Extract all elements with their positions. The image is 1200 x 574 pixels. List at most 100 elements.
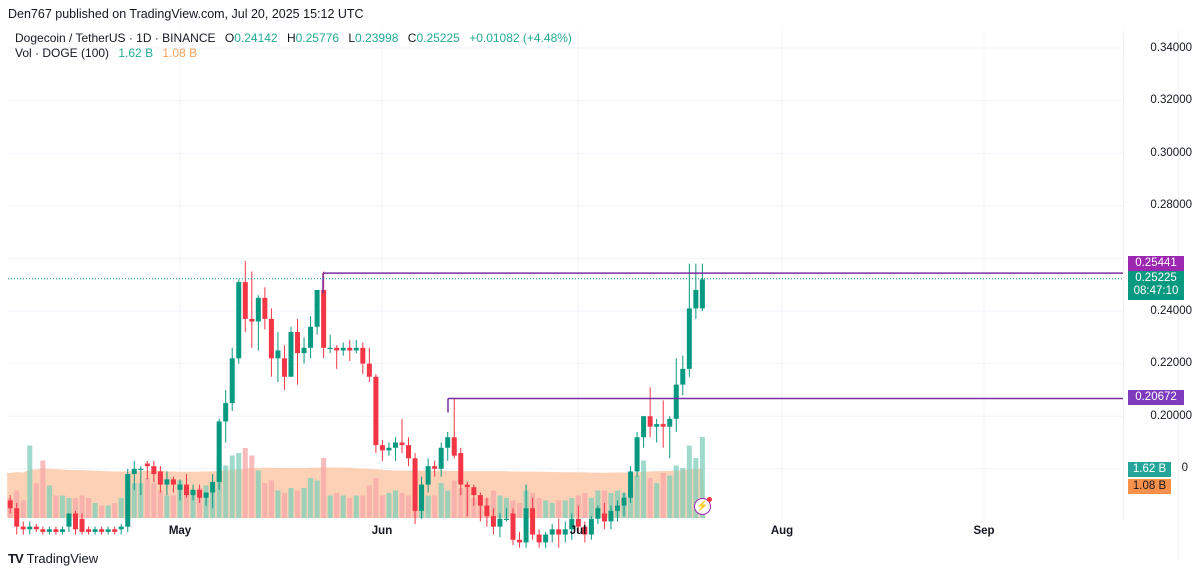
volume-bar [112, 503, 118, 518]
volume-bar [608, 493, 614, 518]
volume-bar [451, 480, 457, 518]
symbol-title[interactable]: Dogecoin / TetherUS · 1D · BINANCE [15, 31, 216, 45]
volume-bar [321, 458, 327, 518]
volume-bar [131, 483, 137, 518]
candle-body [210, 481, 216, 493]
close-label: C [407, 31, 417, 45]
candle-body [477, 495, 483, 506]
volume-value: 1.62 B [118, 46, 154, 60]
price-tick: 0.22000 [1150, 357, 1192, 369]
candle-body [379, 445, 385, 451]
volume-bar [366, 485, 372, 518]
volume-bar [569, 498, 575, 518]
candle-body [432, 466, 438, 469]
candle-body [262, 297, 268, 319]
candle-body [614, 505, 620, 511]
lightning-alert-icon[interactable]: ⚡ [694, 497, 712, 515]
volume-bar [151, 483, 157, 518]
volume-bar [295, 490, 301, 518]
candle-body [680, 368, 686, 385]
chart-legend: Dogecoin / TetherUS · 1D · BINANCE O0.24… [15, 31, 572, 61]
candle-body [647, 416, 653, 427]
open-label: O [224, 31, 235, 45]
candle-body [223, 403, 229, 422]
volume-bar [503, 498, 509, 518]
candle-body [33, 526, 39, 530]
candle-body [40, 529, 46, 532]
candle-body [569, 518, 575, 530]
candle-body [327, 347, 333, 350]
candle-body [471, 487, 477, 496]
candle-body [425, 466, 431, 485]
volume-bar [184, 488, 190, 518]
volume-bar [242, 448, 248, 518]
candle-body [249, 318, 255, 322]
time-tick-aug: Aug [770, 525, 794, 537]
volume-bar [262, 483, 268, 518]
candle-body [419, 484, 425, 511]
candle-body [334, 347, 340, 351]
tradingview-logo[interactable]: TV TradingView [8, 551, 98, 566]
high-label: H [286, 31, 296, 45]
candle-body [190, 489, 196, 496]
volume-bar [386, 493, 392, 518]
volume-bar [490, 490, 496, 518]
open-value: 0.24142 [234, 31, 278, 45]
volume-zero-tick: 0 [1181, 462, 1188, 474]
candle-body [523, 508, 529, 543]
volume-bar [432, 495, 438, 518]
candle-body [7, 500, 13, 509]
volume-bar [647, 478, 653, 518]
volume-bar [170, 495, 176, 518]
volume-bar [138, 483, 144, 518]
candle-body [112, 529, 118, 532]
candle-body [347, 347, 353, 351]
volume-bar [197, 488, 203, 518]
volume-bar [53, 495, 59, 518]
candle-body [399, 442, 405, 446]
volume-indicator-title[interactable]: Vol · DOGE (100) [15, 46, 110, 60]
price-tick: 0.20000 [1150, 410, 1192, 422]
volume-bar [458, 488, 464, 518]
volume-bar [686, 445, 692, 518]
volume-bar [517, 503, 523, 518]
volume-bar [660, 473, 666, 518]
low-label: L [348, 31, 356, 45]
candle-body [373, 376, 379, 446]
volume-bar [549, 503, 555, 518]
volume-bar [40, 460, 46, 518]
candle-body [536, 534, 542, 543]
volume-bar [392, 490, 398, 518]
candle-body [595, 508, 601, 519]
candle-body [170, 479, 176, 485]
candle-body [484, 505, 490, 517]
candle-body [281, 358, 287, 377]
volume-bar [288, 488, 294, 518]
volume-bar [20, 500, 26, 518]
volume-bar [582, 493, 588, 518]
publisher-line: Den767 published on TradingView.com, Jul… [8, 7, 364, 21]
volume-bar [353, 495, 359, 518]
volume-bar [543, 500, 549, 518]
candle-body [601, 513, 607, 522]
candle-body [588, 518, 594, 535]
volume-bar [595, 490, 601, 518]
last-price-value: 0.25225 [1135, 272, 1177, 284]
volume-bar [347, 498, 353, 518]
candle-body [118, 526, 124, 530]
candle-body [608, 510, 614, 522]
volume-legend-row: Vol · DOGE (100) 1.62 B 1.08 B [15, 46, 572, 61]
volume-bar [301, 488, 307, 518]
volume-bar [308, 478, 314, 518]
change-value: +0.01082 (+4.48%) [469, 31, 572, 45]
candle-body [517, 539, 523, 543]
candle-body [308, 326, 314, 348]
candle-body [66, 513, 72, 527]
volume-bar [445, 490, 451, 518]
candle-body [660, 424, 666, 427]
volume-bar [438, 483, 444, 518]
candle-body [451, 437, 457, 456]
volume-bar [229, 455, 235, 518]
volume-bar [340, 495, 346, 518]
